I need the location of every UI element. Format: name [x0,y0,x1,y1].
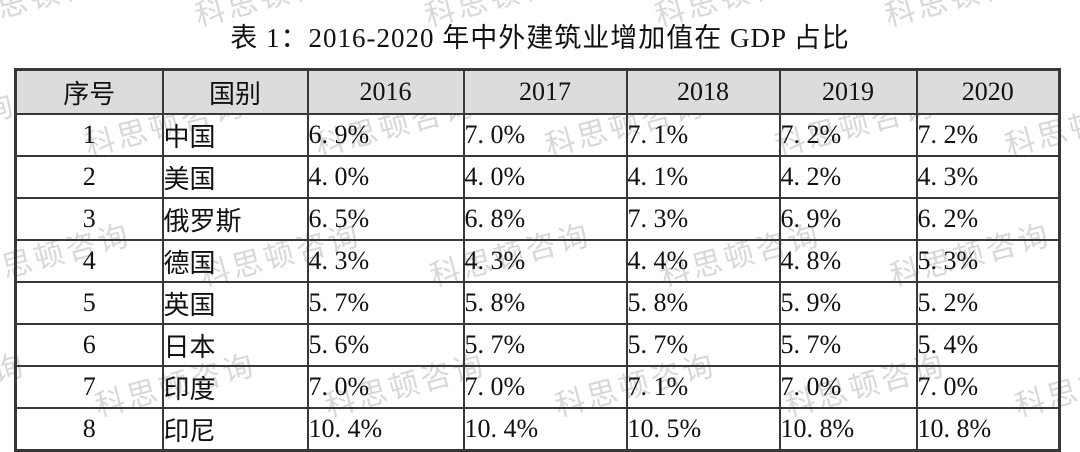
table-row: 4 德国 4. 3% 4. 3% 4. 4% 4. 8% 5. 3% [14,239,1061,283]
cell-no: 1 [14,113,164,157]
cell-2020: 5. 2% [915,281,1061,325]
cell-2017: 6. 8% [462,197,628,241]
table-row: 5 英国 5. 7% 5. 8% 5. 8% 5. 9% 5. 2% [14,281,1061,325]
cell-2020: 4. 3% [915,155,1061,199]
table-row: 6 日本 5. 6% 5. 7% 5. 7% 5. 7% 5. 4% [14,323,1061,367]
cell-no: 5 [14,281,164,325]
cell-2018: 7. 1% [625,365,781,409]
cell-2019: 7. 2% [778,113,918,157]
cell-2016: 5. 6% [306,323,465,367]
header-2019: 2019 [778,68,918,115]
header-2016: 2016 [306,68,465,115]
cell-2019: 7. 0% [778,365,918,409]
cell-2017: 10. 4% [462,407,628,452]
cell-no: 7 [14,365,164,409]
cell-2020: 6. 2% [915,197,1061,241]
cell-country: 德国 [161,239,309,283]
header-row: 序号 国别 2016 2017 2018 2019 2020 [14,68,1061,115]
cell-2019: 5. 7% [778,323,918,367]
table-row: 8 印尼 10. 4% 10. 4% 10. 5% 10. 8% 10. 8% [14,407,1061,452]
cell-2018: 10. 5% [625,407,781,452]
cell-country: 英国 [161,281,309,325]
table-body: 1 中国 6. 9% 7. 0% 7. 1% 7. 2% 7. 2% 2 美国 … [14,113,1061,452]
cell-2018: 7. 1% [625,113,781,157]
cell-2019: 6. 9% [778,197,918,241]
table-row: 7 印度 7. 0% 7. 0% 7. 1% 7. 0% 7. 0% [14,365,1061,409]
header-no: 序号 [14,68,164,115]
cell-2017: 4. 0% [462,155,628,199]
cell-2018: 5. 7% [625,323,781,367]
cell-2016: 4. 0% [306,155,465,199]
cell-2017: 7. 0% [462,113,628,157]
cell-2016: 6. 5% [306,197,465,241]
cell-2017: 5. 8% [462,281,628,325]
header-2017: 2017 [462,68,628,115]
cell-no: 8 [14,407,164,452]
gdp-share-table: 序号 国别 2016 2017 2018 2019 2020 1 中国 6. 9… [14,68,1061,452]
cell-2020: 5. 4% [915,323,1061,367]
cell-2018: 7. 3% [625,197,781,241]
cell-2018: 5. 8% [625,281,781,325]
cell-country: 美国 [161,155,309,199]
table-row: 1 中国 6. 9% 7. 0% 7. 1% 7. 2% 7. 2% [14,113,1061,157]
cell-2016: 5. 7% [306,281,465,325]
cell-2020: 5. 3% [915,239,1061,283]
header-2020: 2020 [915,68,1061,115]
cell-no: 6 [14,323,164,367]
cell-no: 4 [14,239,164,283]
header-2018: 2018 [625,68,781,115]
cell-2019: 10. 8% [778,407,918,452]
cell-2017: 4. 3% [462,239,628,283]
cell-2017: 7. 0% [462,365,628,409]
cell-country: 中国 [161,113,309,157]
cell-no: 3 [14,197,164,241]
cell-2019: 4. 2% [778,155,918,199]
cell-country: 印尼 [161,407,309,452]
cell-country: 日本 [161,323,309,367]
cell-2020: 7. 2% [915,113,1061,157]
table-title: 表 1：2016-2020 年中外建筑业增加值在 GDP 占比 [230,23,850,53]
cell-2018: 4. 4% [625,239,781,283]
cell-2019: 4. 8% [778,239,918,283]
cell-country: 俄罗斯 [161,197,309,241]
cell-2016: 6. 9% [306,113,465,157]
cell-country: 印度 [161,365,309,409]
header-country: 国别 [161,68,309,115]
cell-2019: 5. 9% [778,281,918,325]
table-row: 3 俄罗斯 6. 5% 6. 8% 7. 3% 6. 9% 6. 2% [14,197,1061,241]
cell-2020: 10. 8% [915,407,1061,452]
table-header: 序号 国别 2016 2017 2018 2019 2020 [14,68,1061,115]
cell-2018: 4. 1% [625,155,781,199]
cell-2016: 10. 4% [306,407,465,452]
table-row: 2 美国 4. 0% 4. 0% 4. 1% 4. 2% 4. 3% [14,155,1061,199]
cell-2020: 7. 0% [915,365,1061,409]
cell-2017: 5. 7% [462,323,628,367]
cell-2016: 4. 3% [306,239,465,283]
cell-no: 2 [14,155,164,199]
cell-2016: 7. 0% [306,365,465,409]
